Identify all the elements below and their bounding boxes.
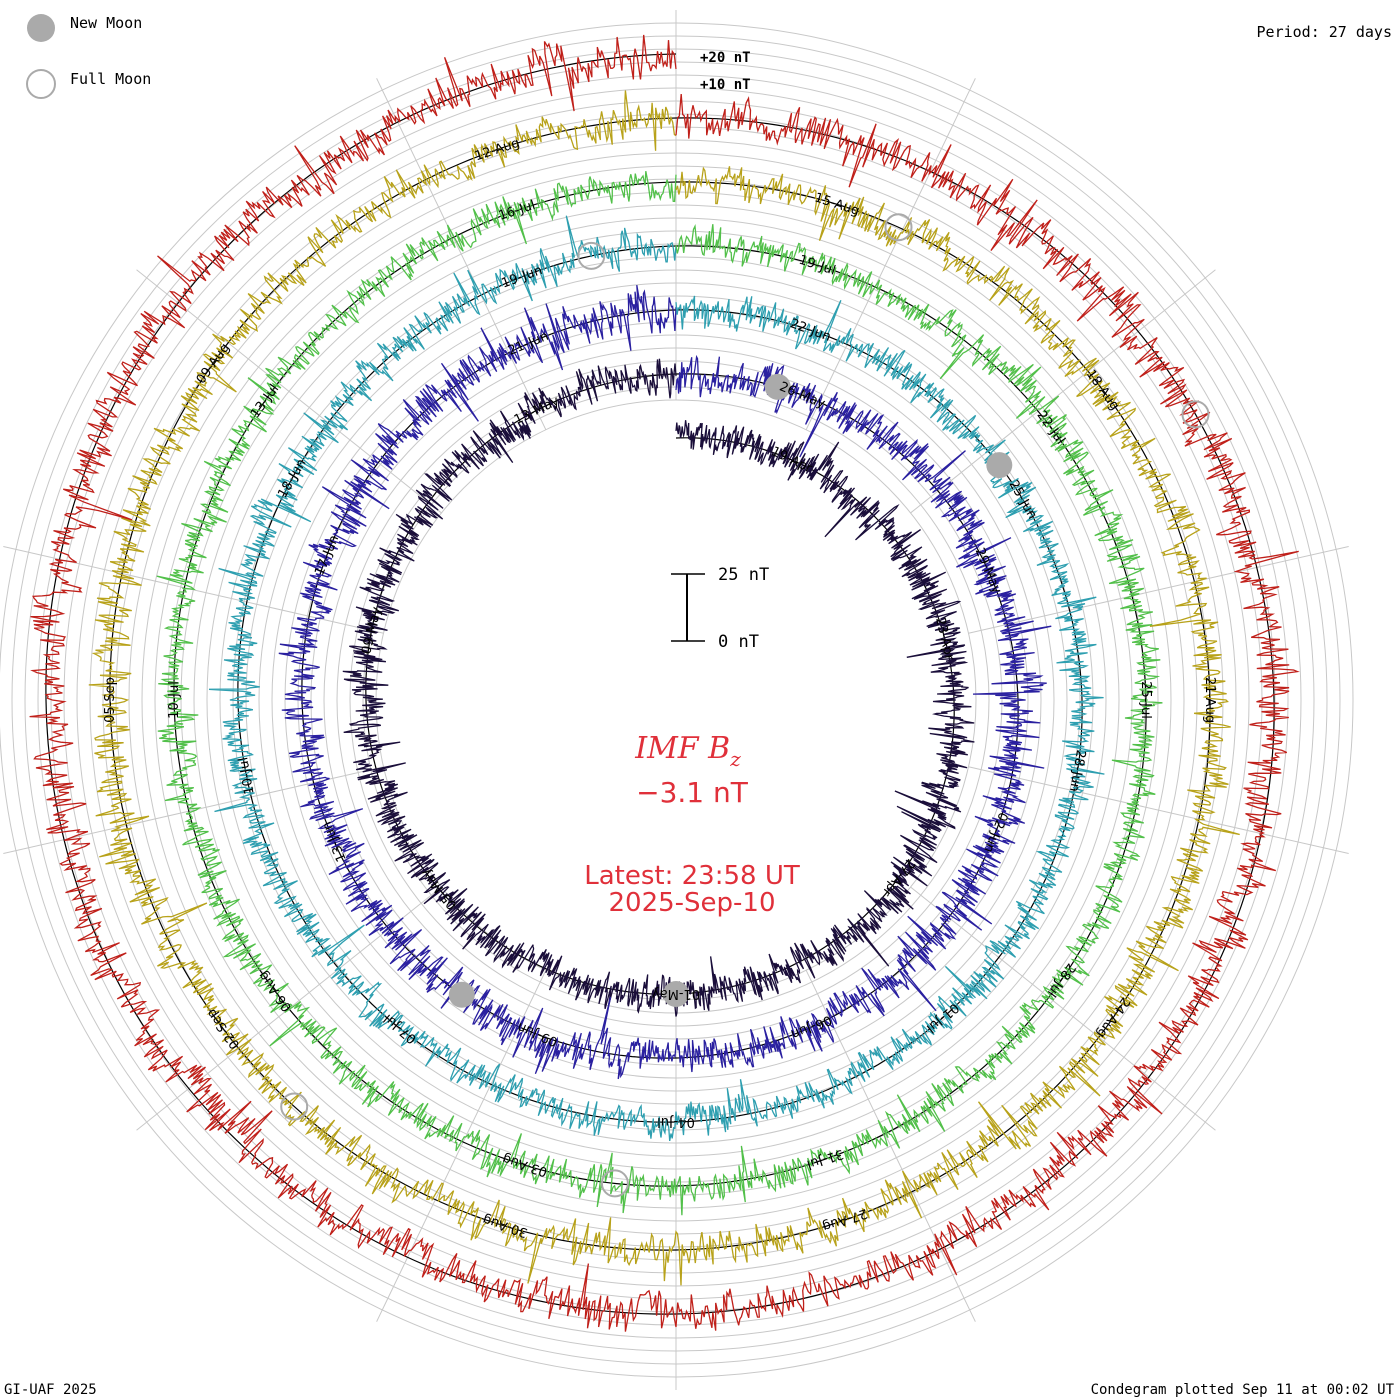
radial-spoke — [910, 269, 1216, 514]
date-label: 24-Aug — [1093, 994, 1132, 1040]
legend-full-moon: Full Moon — [70, 70, 151, 88]
radial-spoke — [376, 78, 547, 430]
scale-bar — [671, 573, 705, 642]
date-label: 19-Jun — [500, 263, 545, 292]
period-label: Period: 27 days — [1257, 23, 1392, 41]
date-label: 19-Jul — [797, 253, 837, 279]
date-label: 29-May — [972, 546, 1004, 596]
date-label: 02-Jun — [980, 810, 1010, 855]
radial-spoke — [136, 269, 442, 514]
series-line-turn-2 — [278, 284, 1052, 1080]
new-moon-marker — [448, 981, 475, 1008]
footer-plotted: Condegram plotted Sep 11 at 00:02 UT — [1091, 1382, 1395, 1398]
series-line-turn-4 — [156, 170, 1163, 1216]
radial-spoke — [968, 766, 1349, 855]
zero-baseline — [109, 117, 1211, 1251]
date-label: 30-Aug — [481, 1211, 530, 1240]
scale-bar-bottom-label: 0 nT — [718, 632, 759, 652]
date-label: 21-Aug — [1202, 677, 1217, 723]
series-line-turn-1 — [342, 358, 975, 1017]
radial-spoke — [968, 545, 1349, 634]
full-moon-icon — [26, 69, 56, 99]
outer-scale-label-10: +10 nT — [700, 77, 751, 93]
radial-spoke — [805, 970, 976, 1322]
date-label: 27-Aug — [820, 1205, 869, 1234]
date-label: 02-Sep — [204, 1006, 243, 1052]
date-label: 09-Aug — [194, 341, 233, 387]
radial-spoke — [910, 886, 1216, 1131]
moon-markers — [280, 213, 1210, 1198]
full-moon-marker — [884, 213, 913, 242]
full-moon-marker — [280, 1092, 309, 1121]
date-label: 17-Jun — [312, 533, 342, 578]
date-label: 28-Jun — [1066, 749, 1088, 793]
zero-baseline — [301, 309, 1019, 1059]
new-moon-marker — [663, 981, 689, 1007]
date-label: 23-Apr — [932, 616, 956, 662]
full-moon-marker — [1181, 400, 1210, 429]
center-title: IMF Bz — [634, 731, 741, 771]
series-line-turn-3 — [208, 215, 1105, 1142]
radial-spoke — [805, 78, 976, 430]
date-label: 06-Jun — [789, 1012, 834, 1042]
new-moon-marker — [764, 373, 791, 400]
latest-time: Latest: 23:58 UT — [584, 861, 800, 891]
date-label: 13-Jul — [248, 382, 282, 421]
legend-new-moon: New Moon — [70, 14, 142, 32]
full-moon-marker — [577, 241, 606, 270]
date-label: 27-Apr — [879, 856, 918, 900]
scale-bar-top-label: 25 nT — [718, 565, 769, 585]
outer-scale-label-20: +20 nT — [700, 50, 751, 66]
date-label: 01-May — [652, 986, 700, 1001]
date-label: 05-Sep — [103, 677, 118, 723]
current-value: −3.1 nT — [636, 776, 749, 809]
new-moon-icon — [27, 14, 55, 42]
full-moon-marker — [600, 1169, 629, 1198]
series-line-turn-5 — [88, 90, 1240, 1286]
date-label: 10-Jul — [236, 756, 257, 796]
date-label: 10-Jul — [167, 681, 182, 719]
new-moon-marker — [986, 452, 1013, 479]
date-label: 04-Jul — [657, 1114, 695, 1129]
date-label: 25-Jul — [1138, 681, 1153, 719]
latest-date: 2025-Sep-10 — [608, 888, 775, 918]
footer-credit: GI-UAF 2025 — [4, 1382, 97, 1398]
date-label: 12-Aug — [473, 136, 522, 165]
